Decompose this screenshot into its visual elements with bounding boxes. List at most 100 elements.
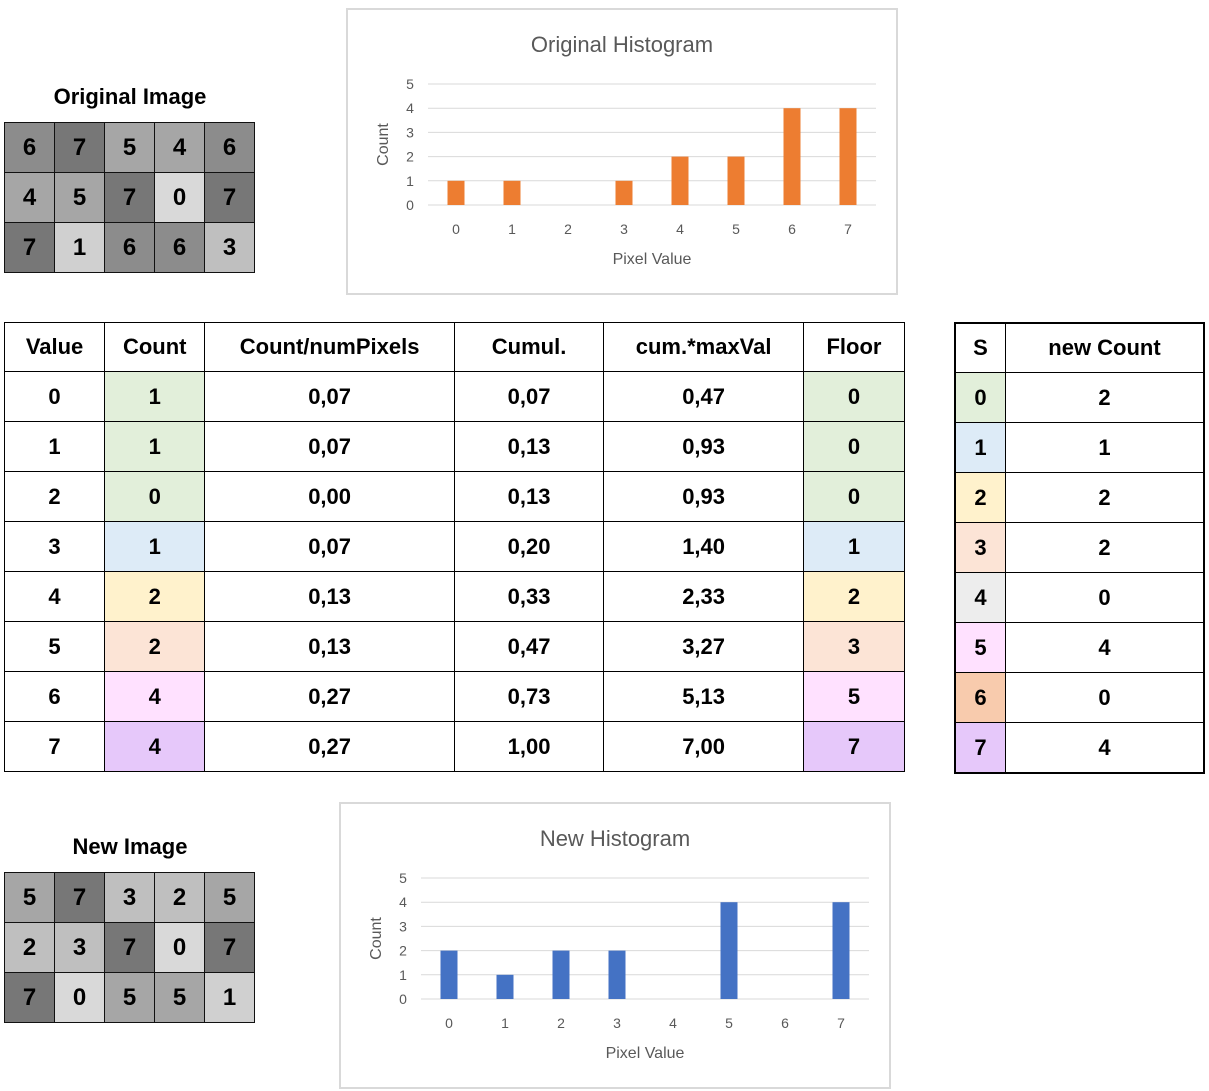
- bar: [615, 180, 633, 205]
- equalization-cell: 4: [104, 671, 206, 722]
- x-tick-label: 5: [732, 221, 740, 237]
- equalization-cell: 0,13: [204, 571, 455, 622]
- y-tick-label: 4: [399, 894, 407, 910]
- equalization-header-cell: Floor: [802, 322, 906, 372]
- equalization-cell: 6: [3, 671, 106, 722]
- new-count-cell: 4: [1004, 622, 1205, 673]
- original-image-pixel: 3: [204, 222, 255, 273]
- equalization-cell: 0: [104, 471, 206, 522]
- equalization-cell: 0,07: [204, 521, 455, 572]
- equalization-cell: 0,47: [453, 621, 605, 672]
- new-count-cell: 4: [1004, 722, 1205, 774]
- original-image-pixel: 6: [204, 122, 255, 173]
- equalization-cell: 5,13: [603, 671, 804, 722]
- new-image-pixel: 5: [154, 972, 205, 1023]
- original-image-pixel: 5: [104, 122, 155, 173]
- x-tick-label: 7: [844, 221, 852, 237]
- equalization-cell: 2: [802, 571, 906, 622]
- x-tick-label: 3: [620, 221, 628, 237]
- original-image-pixel: 7: [104, 172, 155, 223]
- new-count-cell: 6: [954, 672, 1006, 723]
- bar: [608, 950, 626, 999]
- equalization-header-cell: Count/numPixels: [204, 322, 455, 372]
- chart-title: New Histogram: [540, 826, 690, 851]
- new-image-pixel: 2: [4, 922, 55, 973]
- new-image-pixel: 5: [104, 972, 155, 1023]
- y-tick-label: 2: [399, 943, 407, 959]
- equalization-row: 5 2 0,13 0,47 3,27 3: [3, 621, 906, 672]
- equalization-cell: 0,07: [204, 371, 455, 422]
- new-image-pixel: 7: [54, 872, 105, 923]
- original-image-pixel: 4: [4, 172, 55, 223]
- new-image-pixel: 3: [54, 922, 105, 973]
- equalization-row: 4 2 0,13 0,33 2,33 2: [3, 571, 906, 622]
- equalization-cell: 0,07: [204, 421, 455, 472]
- x-axis-label: Pixel Value: [606, 1045, 685, 1062]
- original-image-pixel: 7: [204, 172, 255, 223]
- equalization-row: 1 1 0,07 0,13 0,93 0: [3, 421, 906, 472]
- equalization-row: 7 4 0,27 1,00 7,00 7: [3, 721, 906, 772]
- x-tick-label: 6: [781, 1015, 789, 1031]
- equalization-cell: 5: [3, 621, 106, 672]
- equalization-cell: 4: [104, 721, 206, 772]
- y-tick-label: 0: [399, 991, 407, 1007]
- equalization-cell: 0,73: [453, 671, 605, 722]
- equalization-cell: 0: [3, 371, 106, 422]
- y-tick-label: 5: [406, 76, 414, 92]
- equalization-row: 2 0 0,00 0,13 0,93 0: [3, 471, 906, 522]
- equalization-cell: 0,47: [603, 371, 804, 422]
- equalization-cell: 1,40: [603, 521, 804, 572]
- equalization-table: Value Count Count/numPixels Cumul. cum.*maxV…: [3, 322, 906, 772]
- y-axis-label: Count: [368, 917, 385, 960]
- x-axis-label: Pixel Value: [613, 251, 692, 268]
- new-count-cell: 0: [954, 372, 1006, 423]
- x-tick-label: 0: [445, 1015, 453, 1031]
- bar: [720, 902, 738, 999]
- original-image-pixel: 7: [4, 222, 55, 273]
- original-image-title: Original Image: [53, 84, 207, 109]
- y-tick-label: 5: [399, 870, 407, 886]
- x-tick-label: 4: [669, 1015, 677, 1031]
- new-image-pixel: 7: [104, 922, 155, 973]
- new-image-pixel: 1: [204, 972, 255, 1023]
- bar: [727, 156, 745, 205]
- bar: [552, 950, 570, 999]
- new-image-pixel: 5: [204, 872, 255, 923]
- new-count-cell: 4: [954, 572, 1006, 623]
- original-image-pixel: 0: [154, 172, 205, 223]
- equalization-header-cell: Count: [104, 322, 206, 372]
- x-tick-label: 5: [725, 1015, 733, 1031]
- equalization-cell: 3,27: [603, 621, 804, 672]
- equalization-header-cell: Cumul.: [453, 322, 605, 372]
- new-count-cell: 0: [1004, 572, 1205, 623]
- original-histogram-chart: Original Histogram 0 1 2 3 4 5 0 1 2 3 4 5 6 7 Pixel Va…: [346, 8, 898, 295]
- original-image-pixel: 4: [154, 122, 205, 173]
- new-image-pixel: 0: [54, 972, 105, 1023]
- equalization-cell: 2: [3, 471, 106, 522]
- equalization-cell: 0,27: [204, 721, 455, 772]
- y-tick-label: 0: [406, 197, 414, 213]
- equalization-cell: 3: [802, 621, 906, 672]
- equalization-cell: 5: [802, 671, 906, 722]
- bar: [671, 156, 689, 205]
- new-histogram-svg: New Histogram 0 1 2 3 4 5 0 1 2 3 4 5 6 7 Pixel Value Co…: [368, 826, 869, 1062]
- equalization-header-row: Value Count Count/numPixels Cumul. cum.*maxV…: [3, 322, 906, 372]
- new-count-cell: 2: [954, 472, 1006, 523]
- new-count-header-cell: new Count: [1004, 322, 1205, 373]
- equalization-cell: 7: [802, 721, 906, 772]
- equalization-cell: 7: [3, 721, 106, 772]
- original-histogram-svg: Original Histogram 0 1 2 3 4 5 0 1 2 3 4 5 6 7 Pixel Va…: [375, 32, 876, 268]
- bar: [496, 974, 514, 999]
- y-tick-label: 2: [406, 149, 414, 165]
- equalization-row: 6 4 0,27 0,73 5,13 5: [3, 671, 906, 722]
